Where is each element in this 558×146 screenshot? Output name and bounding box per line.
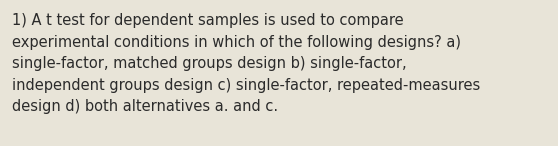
Text: 1) A t test for dependent samples is used to compare
experimental conditions in : 1) A t test for dependent samples is use… bbox=[12, 13, 480, 114]
